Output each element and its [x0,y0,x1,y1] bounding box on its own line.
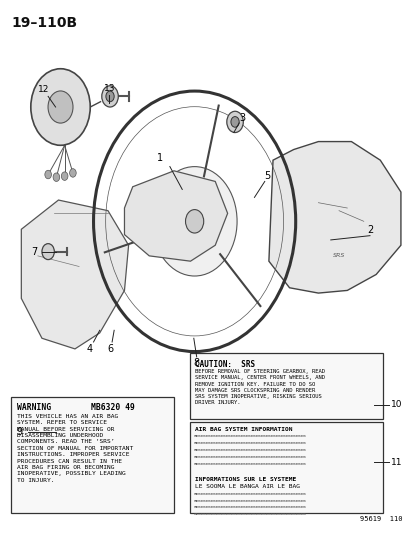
Text: mmmmmmmmmmmmmmmmmmmmmmmmmmmmmmmmmmmmmmmmmmmmm: mmmmmmmmmmmmmmmmmmmmmmmmmmmmmmmmmmmmmmmm… [193,505,306,510]
Circle shape [53,173,59,181]
Polygon shape [21,200,128,349]
Circle shape [61,172,68,180]
Text: 4: 4 [86,344,92,354]
Text: mmmmmmmmmmmmmmmmmmmmmmmmmmmmmmmmmmmmmmmmmmmmm: mmmmmmmmmmmmmmmmmmmmmmmmmmmmmmmmmmmmmmmm… [193,455,306,459]
Circle shape [102,86,118,107]
Circle shape [185,209,203,233]
Circle shape [106,91,114,102]
Text: MB6320 49: MB6320 49 [90,403,134,412]
Circle shape [230,117,239,127]
Text: 2: 2 [366,225,372,236]
Text: SRS: SRS [332,253,344,259]
Text: BEFORE REMOVAL OF STEERING GEARBOX, READ
SERVICE MANUAL, CENTER FRONT WHEELS, AN: BEFORE REMOVAL OF STEERING GEARBOX, READ… [194,369,324,405]
Text: mmmmmmmmmmmmmmmmmmmmmmmmmmmmmmmmmmmmmmmmmmmmm: mmmmmmmmmmmmmmmmmmmmmmmmmmmmmmmmmmmmmmmm… [193,441,306,446]
Text: 6: 6 [107,344,113,354]
Text: mmmmmmmmmmmmmmmmmmmmmmmmmmmmmmmmmmmmmmmmmmmmm: mmmmmmmmmmmmmmmmmmmmmmmmmmmmmmmmmmmmmmmm… [193,462,306,466]
Text: 3: 3 [238,112,244,123]
Text: 7: 7 [31,247,38,256]
FancyBboxPatch shape [189,422,382,513]
Text: 95619  110: 95619 110 [360,515,402,522]
Circle shape [42,244,54,260]
Text: mmmmmmmmmmmmmmmmmmmmmmmmmmmmmmmmmmmmmmmmmmmmm: mmmmmmmmmmmmmmmmmmmmmmmmmmmmmmmmmmmmmmmm… [193,512,306,516]
Polygon shape [124,171,227,261]
Text: 11: 11 [390,458,401,466]
FancyBboxPatch shape [12,397,173,513]
Text: 10: 10 [390,400,401,409]
Text: INFORMATIONS SUR LE SYSTEME: INFORMATIONS SUR LE SYSTEME [194,477,295,482]
Text: 5: 5 [263,171,269,181]
Text: 13: 13 [103,84,115,93]
FancyBboxPatch shape [189,353,382,419]
Text: CAUTION:  SRS: CAUTION: SRS [194,360,254,368]
Text: WARNING: WARNING [17,403,51,412]
Text: mmmmmmmmmmmmmmmmmmmmmmmmmmmmmmmmmmmmmmmmmmmmm: mmmmmmmmmmmmmmmmmmmmmmmmmmmmmmmmmmmmmmmm… [193,448,306,453]
Polygon shape [268,142,400,293]
Text: 1: 1 [156,152,162,163]
Text: mmmmmmmmmmmmmmmmmmmmmmmmmmmmmmmmmmmmmmmmmmmmm: mmmmmmmmmmmmmmmmmmmmmmmmmmmmmmmmmmmmmmmm… [193,491,306,496]
Circle shape [69,168,76,177]
Text: AIR BAG SYSTEM INFORMATION: AIR BAG SYSTEM INFORMATION [194,427,292,432]
Text: mmmmmmmmmmmmmmmmmmmmmmmmmmmmmmmmmmmmmmmmmmmmm: mmmmmmmmmmmmmmmmmmmmmmmmmmmmmmmmmmmmmmmm… [193,434,306,439]
Circle shape [31,69,90,146]
Text: 9: 9 [16,427,22,438]
Circle shape [152,167,237,276]
Circle shape [45,170,51,179]
Text: 12: 12 [38,85,49,94]
Text: 19–110B: 19–110B [11,15,77,29]
Text: LE SOOMA LE BANGA AIR LE BAG: LE SOOMA LE BANGA AIR LE BAG [194,484,299,489]
Text: mmmmmmmmmmmmmmmmmmmmmmmmmmmmmmmmmmmmmmmmmmmmm: mmmmmmmmmmmmmmmmmmmmmmmmmmmmmmmmmmmmmmmm… [193,498,306,503]
Circle shape [48,91,73,123]
Circle shape [226,111,243,133]
Text: THIS VEHICLE HAS AN AIR BAG
SYSTEM. REFER TO SERVICE
MANUAL BEFORE SERVICING OR
: THIS VEHICLE HAS AN AIR BAG SYSTEM. REFE… [17,414,133,483]
Text: 8: 8 [193,358,199,368]
